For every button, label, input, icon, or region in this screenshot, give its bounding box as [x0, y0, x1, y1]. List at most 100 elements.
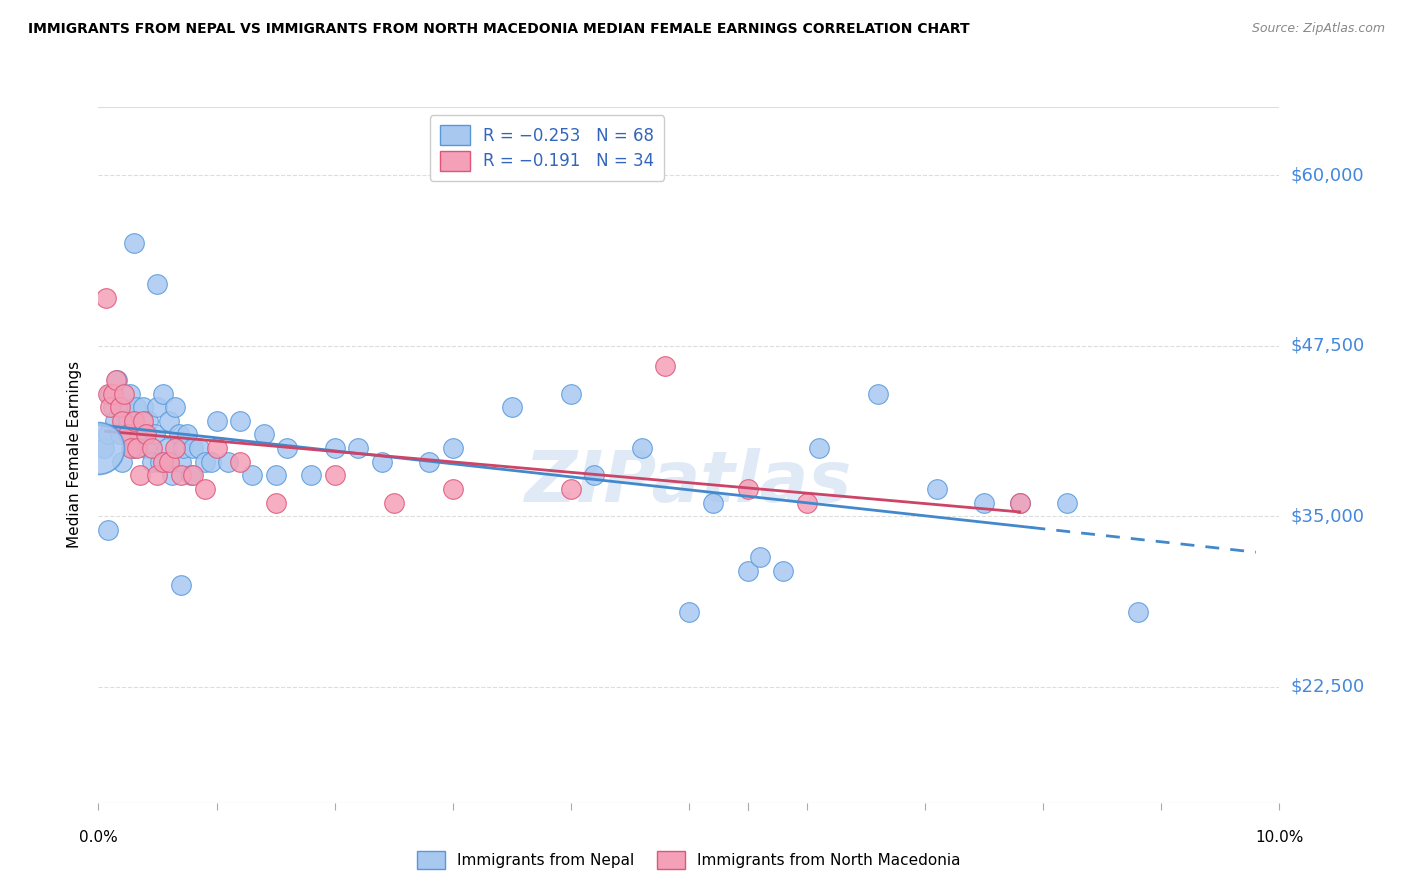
Text: ZIPatlas: ZIPatlas: [526, 449, 852, 517]
Point: [117, 427, 139, 442]
Point: [157, 414, 180, 428]
Text: $60,000: $60,000: [1291, 166, 1364, 185]
Point: [654, 359, 676, 374]
Point: [323, 441, 346, 455]
Point: [737, 482, 759, 496]
Point: [181, 441, 204, 455]
Point: [418, 455, 440, 469]
Point: [205, 414, 228, 428]
Point: [135, 427, 157, 442]
Point: [371, 455, 394, 469]
Point: [122, 441, 145, 455]
Point: [217, 455, 239, 469]
Point: [152, 386, 174, 401]
Point: [98, 400, 121, 414]
Point: [678, 605, 700, 619]
Point: [194, 455, 217, 469]
Point: [441, 482, 464, 496]
Point: [441, 441, 464, 455]
Point: [264, 468, 287, 483]
Point: [146, 400, 169, 414]
Point: [560, 482, 582, 496]
Point: [122, 236, 145, 251]
Point: [98, 386, 121, 401]
Point: [141, 441, 163, 455]
Point: [170, 577, 193, 591]
Point: [108, 427, 131, 442]
Point: [104, 414, 127, 428]
Legend: Immigrants from Nepal, Immigrants from North Macedonia: Immigrants from Nepal, Immigrants from N…: [412, 846, 966, 875]
Y-axis label: Median Female Earnings: Median Female Earnings: [67, 361, 83, 549]
Point: [194, 482, 217, 496]
Point: [200, 455, 222, 469]
Point: [299, 468, 322, 483]
Point: [128, 468, 150, 483]
Text: $22,500: $22,500: [1291, 678, 1365, 696]
Point: [105, 373, 128, 387]
Text: 0.0%: 0.0%: [79, 830, 118, 845]
Point: [122, 414, 145, 428]
Point: [135, 441, 157, 455]
Point: [112, 400, 135, 414]
Point: [1008, 496, 1031, 510]
Point: [93, 441, 115, 455]
Point: [702, 496, 724, 510]
Point: [112, 386, 135, 401]
Point: [796, 496, 818, 510]
Point: [1126, 605, 1149, 619]
Point: [132, 414, 155, 428]
Point: [276, 441, 298, 455]
Point: [121, 441, 143, 455]
Point: [925, 482, 948, 496]
Point: [264, 496, 287, 510]
Point: [176, 427, 198, 442]
Text: Source: ZipAtlas.com: Source: ZipAtlas.com: [1251, 22, 1385, 36]
Point: [101, 386, 124, 401]
Point: [120, 386, 142, 401]
Point: [143, 427, 166, 442]
Point: [583, 468, 606, 483]
Point: [165, 400, 187, 414]
Point: [117, 414, 139, 428]
Point: [94, 291, 117, 305]
Point: [347, 441, 370, 455]
Point: [382, 496, 405, 510]
Point: [165, 441, 187, 455]
Point: [127, 441, 149, 455]
Point: [87, 441, 110, 455]
Point: [97, 386, 120, 401]
Point: [160, 468, 183, 483]
Point: [128, 427, 150, 442]
Point: [156, 441, 179, 455]
Point: [1008, 496, 1031, 510]
Text: $35,000: $35,000: [1291, 508, 1365, 525]
Point: [157, 455, 180, 469]
Point: [132, 400, 155, 414]
Point: [807, 441, 830, 455]
Point: [205, 441, 228, 455]
Point: [97, 523, 120, 537]
Point: [172, 441, 194, 455]
Point: [187, 441, 209, 455]
Point: [97, 427, 120, 442]
Point: [108, 400, 131, 414]
Point: [253, 427, 276, 442]
Point: [630, 441, 652, 455]
Point: [181, 468, 204, 483]
Point: [149, 455, 172, 469]
Point: [748, 550, 770, 565]
Text: $47,500: $47,500: [1291, 337, 1365, 355]
Point: [111, 455, 134, 469]
Point: [167, 427, 190, 442]
Point: [560, 386, 582, 401]
Point: [973, 496, 995, 510]
Point: [170, 468, 193, 483]
Point: [323, 468, 346, 483]
Point: [737, 564, 759, 578]
Point: [152, 455, 174, 469]
Point: [229, 414, 252, 428]
Point: [101, 400, 124, 414]
Text: IMMIGRANTS FROM NEPAL VS IMMIGRANTS FROM NORTH MACEDONIA MEDIAN FEMALE EARNINGS : IMMIGRANTS FROM NEPAL VS IMMIGRANTS FROM…: [28, 22, 970, 37]
Point: [146, 277, 169, 292]
Point: [240, 468, 263, 483]
